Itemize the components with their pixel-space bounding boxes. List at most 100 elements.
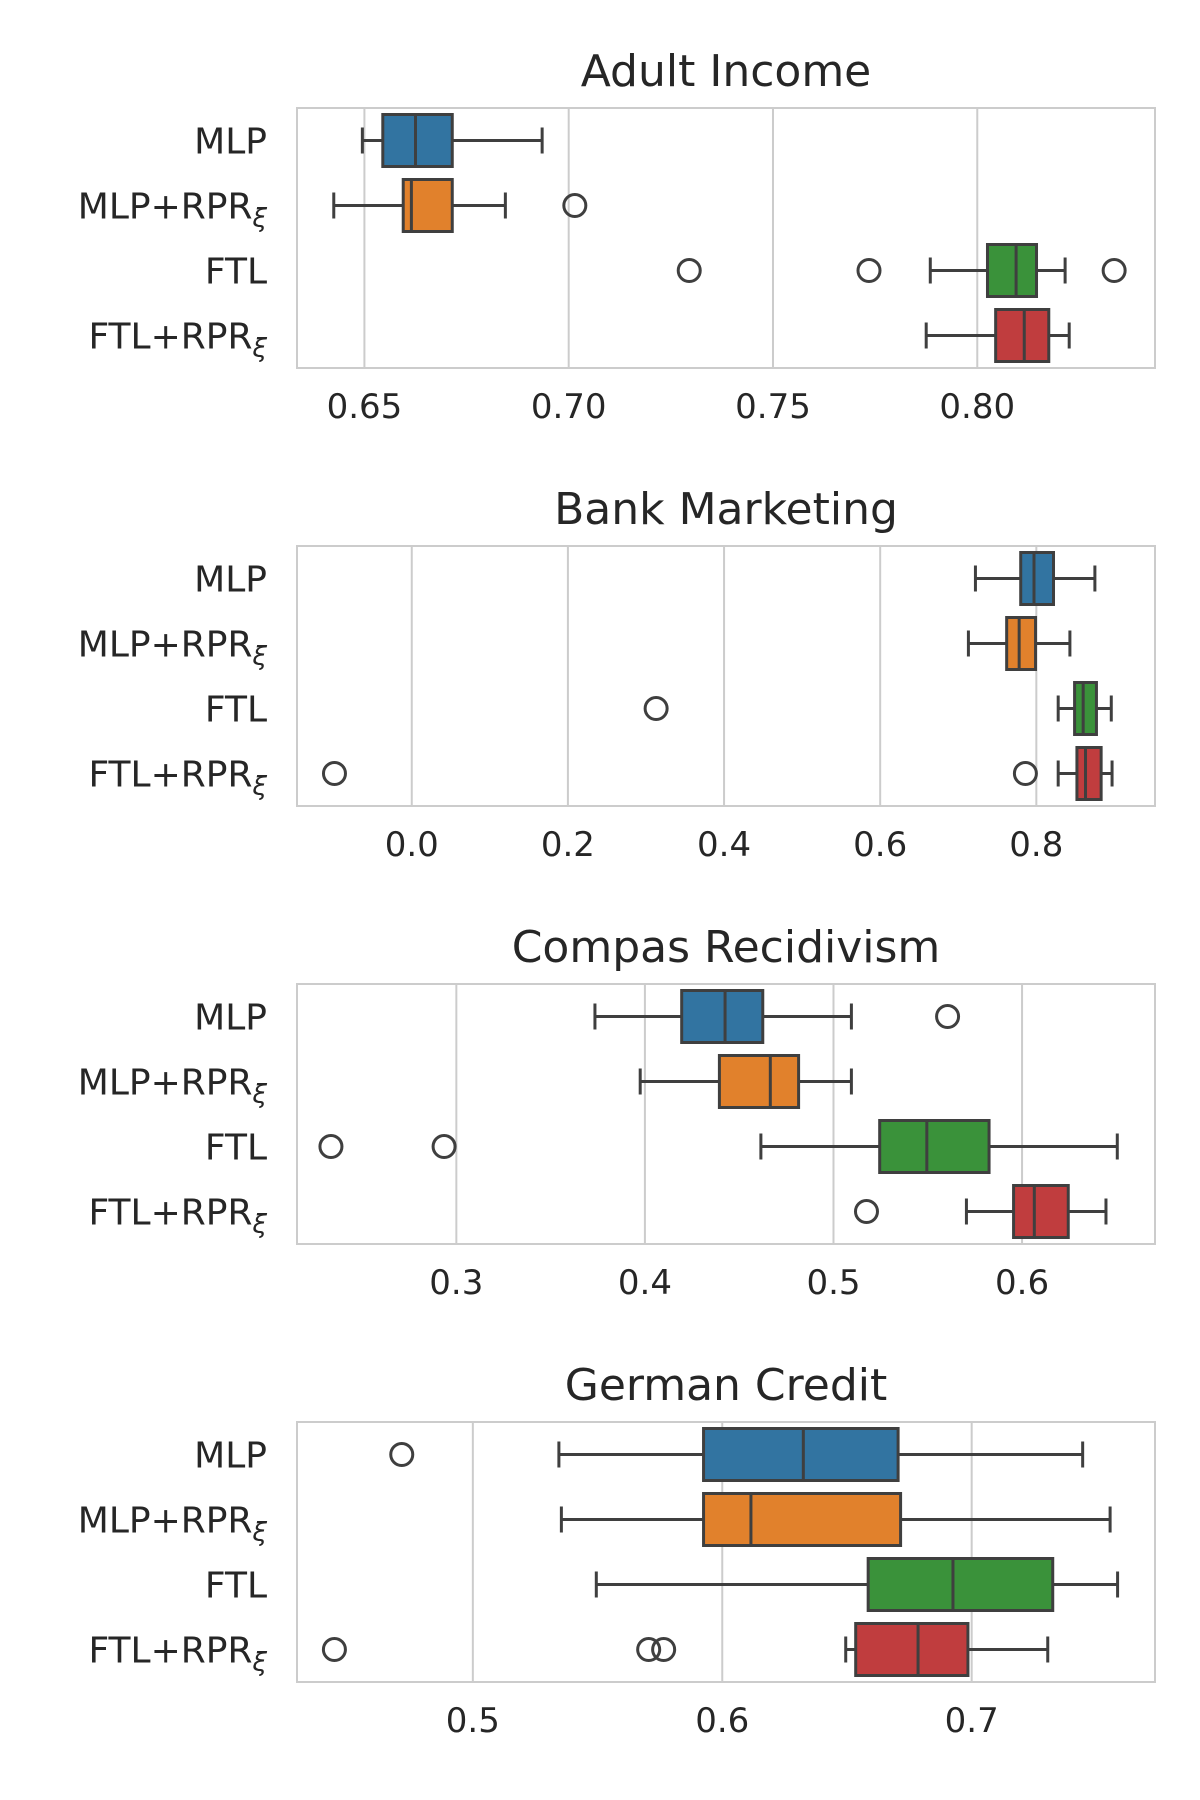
box-iqr	[702, 1427, 900, 1482]
category-label: MLP+RPRξ	[78, 187, 268, 234]
category-label: FTL+RPRξ	[88, 1631, 267, 1678]
box-iqr	[1073, 681, 1098, 736]
category-label-text: MLP	[194, 1436, 267, 1477]
outlier-point	[562, 193, 588, 218]
x-tick-label: 0.5	[446, 1701, 500, 1741]
box-iqr	[985, 243, 1039, 298]
category-label: MLP	[194, 560, 267, 601]
category-label-subscript: ξ	[252, 642, 268, 672]
x-tick-label: 0.5	[806, 1263, 860, 1303]
x-tick-label: 0.80	[939, 387, 1015, 427]
x-tick-label: 0.75	[735, 387, 811, 427]
x-tick-label: 0.2	[541, 825, 595, 865]
plot-frame	[296, 1421, 1156, 1683]
x-tick-label: 0.6	[695, 1701, 749, 1741]
plot-frame	[296, 107, 1156, 369]
category-label: FTL+RPRξ	[88, 755, 267, 802]
x-tick-label: 0.0	[385, 825, 439, 865]
category-label: MLP	[194, 1436, 267, 1477]
x-tick-label: 0.3	[429, 1263, 483, 1303]
category-label: MLP	[194, 122, 267, 163]
category-label-subscript: ξ	[252, 1080, 268, 1110]
x-tick-label: 0.4	[618, 1263, 672, 1303]
category-label-text: MLP+RPR	[78, 625, 253, 666]
outlier-point	[651, 1637, 677, 1662]
x-tick-label: 0.8	[1009, 825, 1063, 865]
category-label-subscript: ξ	[252, 204, 268, 234]
category-label: FTL	[205, 1128, 267, 1169]
outlier-point	[318, 1134, 344, 1159]
x-tick-label: 0.6	[995, 1263, 1049, 1303]
category-label-text: FTL+RPR	[88, 1193, 252, 1234]
category-label-subscript: ξ	[252, 334, 268, 364]
box-iqr	[1005, 616, 1038, 671]
box-iqr	[680, 989, 765, 1044]
outlier-point	[636, 1637, 662, 1662]
outlier-point	[321, 1637, 347, 1662]
category-label-text: FTL+RPR	[88, 755, 252, 796]
box-group	[973, 551, 1097, 606]
box-iqr	[717, 1054, 801, 1109]
box-iqr	[381, 113, 454, 168]
box-group	[924, 308, 1071, 363]
category-label: MLP	[194, 998, 267, 1039]
box-group	[676, 243, 1127, 298]
outlier-point	[856, 258, 882, 283]
box-group	[594, 1557, 1120, 1612]
category-label-text: FTL+RPR	[88, 1631, 252, 1672]
category-label-text: FTL	[205, 690, 267, 731]
box-group	[643, 681, 1113, 736]
chart-panel-2: Compas Recidivism 0.3 0.4 0.5 0.6 MLP MLP+RPRξ…	[78, 922, 1156, 1303]
outlier-point	[1012, 761, 1038, 786]
category-label: FTL	[205, 1566, 267, 1607]
outlier-point	[389, 1442, 415, 1467]
box-iqr	[1019, 551, 1056, 606]
category-label-text: MLP+RPR	[78, 1063, 253, 1104]
x-tick-label: 0.6	[853, 825, 907, 865]
box-group	[389, 1427, 1085, 1482]
category-label-subscript: ξ	[252, 1518, 268, 1548]
box-iqr	[878, 1119, 991, 1174]
x-tick-label: 0.70	[531, 387, 607, 427]
box-group	[638, 1054, 853, 1109]
plot-frame	[296, 983, 1156, 1245]
x-tick-label: 0.65	[327, 387, 403, 427]
category-label: FTL+RPRξ	[88, 317, 267, 364]
category-label: FTL	[205, 252, 267, 293]
category-label-text: MLP+RPR	[78, 1501, 253, 1542]
category-label-text: FTL	[205, 1128, 267, 1169]
chart-title: Compas Recidivism	[512, 922, 941, 973]
box-group	[853, 1184, 1108, 1239]
outlier-point	[853, 1199, 879, 1224]
category-label: MLP+RPRξ	[78, 1501, 268, 1548]
category-label-subscript: ξ	[252, 1648, 268, 1678]
box-group	[318, 1119, 1119, 1174]
chart-title: Adult Income	[581, 46, 872, 97]
box-group	[332, 178, 588, 233]
box-group	[966, 616, 1072, 671]
outlier-point	[643, 696, 669, 721]
category-label-text: MLP	[194, 998, 267, 1039]
box-iqr	[866, 1557, 1055, 1612]
category-label: MLP+RPRξ	[78, 625, 268, 672]
box-group	[559, 1492, 1112, 1547]
outlier-point	[321, 761, 347, 786]
chart-title: German Credit	[565, 1360, 888, 1411]
category-label-text: MLP	[194, 122, 267, 163]
chart-title: Bank Marketing	[554, 484, 898, 535]
category-label: FTL	[205, 690, 267, 731]
category-label-text: MLP	[194, 560, 267, 601]
category-label-text: FTL	[205, 1566, 267, 1607]
box-group	[321, 1622, 1050, 1677]
box-iqr	[702, 1492, 903, 1547]
box-iqr	[994, 308, 1051, 363]
outlier-point	[676, 258, 702, 283]
outlier-point	[1101, 258, 1127, 283]
category-label-text: MLP+RPR	[78, 187, 253, 228]
category-label: FTL+RPRξ	[88, 1193, 267, 1240]
box-iqr	[1012, 1184, 1070, 1239]
